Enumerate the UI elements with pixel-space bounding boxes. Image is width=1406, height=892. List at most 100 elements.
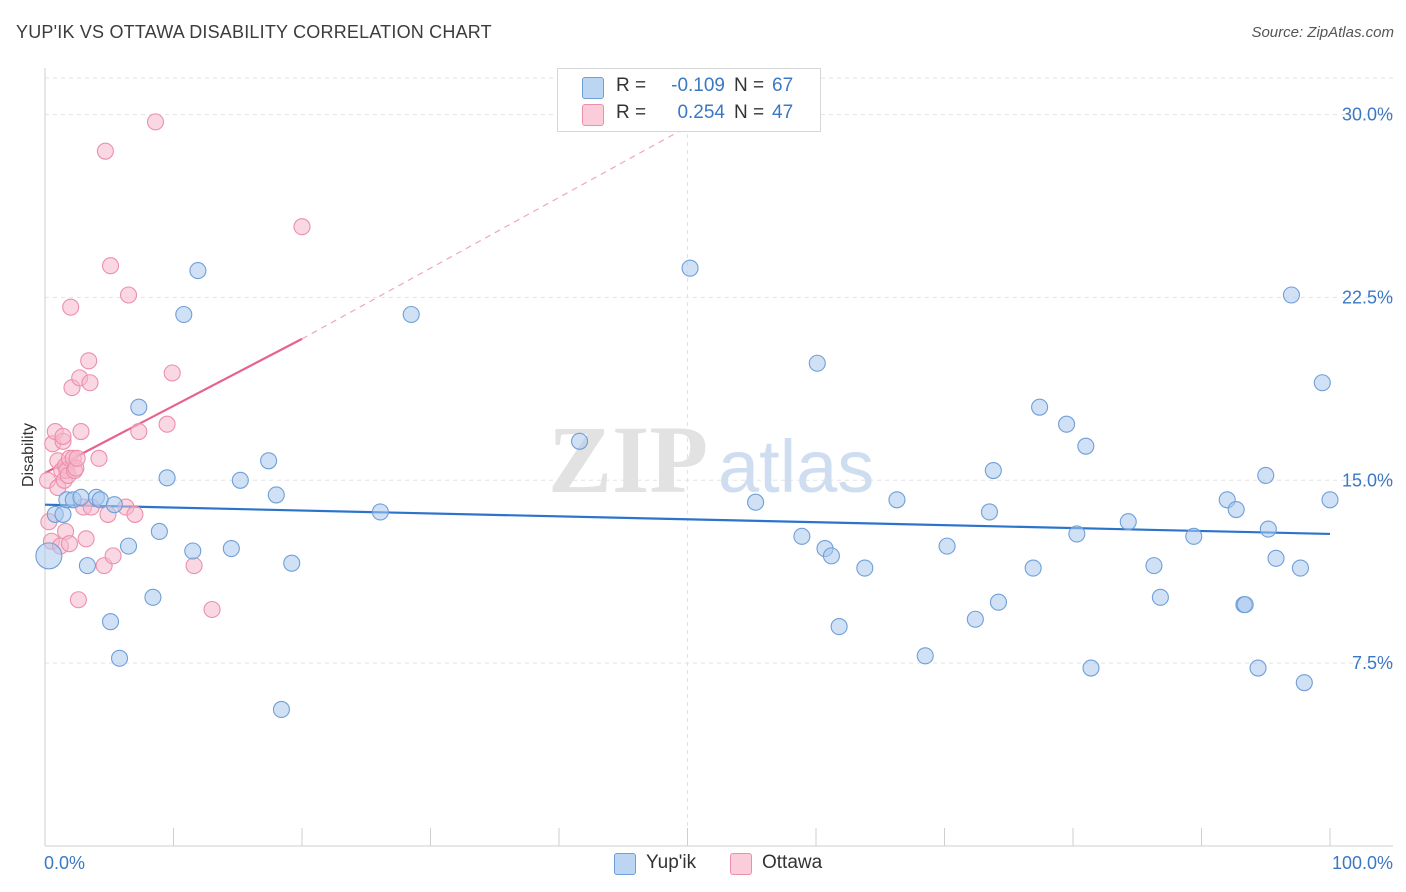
ottawa-point [80, 352, 98, 370]
ottawa-point [68, 449, 86, 467]
watermark-zip: ZIP [548, 406, 708, 513]
yupik-point [1119, 513, 1137, 531]
stats-legend: R = -0.109 N = 67 R = 0.254 N = 47 [557, 68, 821, 132]
ottawa-point [101, 257, 120, 275]
yupik-point [1267, 549, 1285, 567]
legend-r-label: R = [616, 102, 647, 123]
yupik-point [989, 593, 1008, 611]
yupik-point [980, 503, 999, 521]
legend-swatch-blue [614, 853, 636, 875]
yupik-point [371, 503, 389, 521]
y-tick-label: 30.0% [1342, 105, 1393, 125]
y-axis-label: Disability [20, 423, 37, 487]
yupik-point [101, 613, 120, 631]
ottawa-point [81, 374, 99, 392]
ottawa-point [77, 530, 95, 548]
legend-n-label: N = [734, 102, 765, 123]
yupik-point [1185, 527, 1203, 545]
yupik-point [1227, 500, 1245, 519]
chart-title: YUP'IK VS OTTAWA DISABILITY CORRELATION … [16, 22, 492, 42]
points-layer [35, 113, 1339, 719]
watermark-atlas: atlas [718, 425, 874, 508]
x-tick-label: 0.0% [44, 853, 85, 873]
yupik-point [184, 542, 202, 560]
ottawa-point [185, 557, 203, 575]
yupik-point [260, 452, 278, 470]
legend-n-value: 47 [772, 102, 794, 123]
yupik-point [1313, 374, 1331, 392]
x-tick-label: 100.0% [1332, 853, 1393, 873]
trend-layer [44, 126, 1331, 536]
yupik-point [272, 700, 290, 719]
yupik-trend-line [44, 503, 1331, 536]
ottawa-point [130, 422, 148, 441]
yupik-point [175, 305, 193, 324]
legend-r-label: R = [616, 75, 647, 96]
legend-label-yupik: Yup'ik [646, 852, 697, 873]
legend-n-value: 67 [772, 75, 794, 96]
yupik-point [144, 588, 162, 606]
yupik-point [1068, 525, 1086, 543]
yupik-point [78, 557, 96, 575]
yupik-point [283, 554, 301, 572]
ottawa-trend-extension [301, 126, 688, 340]
yupik-point [938, 537, 956, 555]
ottawa-point [60, 535, 78, 553]
yupik-point [856, 559, 874, 577]
yupik-point [1321, 491, 1339, 509]
grid-layer [45, 77, 1393, 846]
ottawa-point [104, 547, 122, 565]
yupik-point [1082, 659, 1100, 677]
yupik-point [150, 522, 168, 541]
yupik-point [158, 469, 176, 487]
ottawa-point [72, 422, 90, 441]
yupik-point [35, 542, 63, 570]
ottawa-point [203, 600, 221, 619]
ottawa-point [69, 591, 87, 609]
ottawa-point [96, 142, 114, 160]
yupik-point [130, 398, 148, 416]
yupik-point [888, 491, 906, 509]
ottawa-point [119, 286, 138, 304]
legend-swatch-pink [582, 104, 604, 126]
yupik-point [1151, 588, 1169, 606]
legend-swatch-blue [582, 77, 604, 99]
yupik-point [1236, 596, 1254, 614]
yupik-point [1291, 559, 1309, 577]
yupik-point [189, 262, 207, 280]
ottawa-point [163, 364, 181, 382]
yupik-point [571, 432, 589, 450]
yupik-point [747, 493, 765, 511]
ottawa-point [62, 298, 80, 316]
yupik-point [267, 486, 285, 504]
yupik-point [1295, 674, 1313, 692]
yupik-point [1249, 659, 1267, 677]
yupik-point [119, 537, 138, 555]
yupik-point [916, 647, 934, 665]
yupik-point [1077, 437, 1095, 455]
yupik-point [984, 461, 1002, 480]
yupik-point [1282, 286, 1300, 304]
yupik-point [54, 505, 72, 523]
yupik-point [91, 491, 109, 509]
yupik-point [966, 610, 984, 628]
ottawa-trend-line [44, 337, 303, 474]
yupik-point [681, 259, 699, 277]
yupik-point [72, 488, 90, 506]
yupik-point [110, 649, 129, 667]
legend-label-ottawa: Ottawa [762, 852, 823, 873]
legend-n-label: N = [734, 75, 765, 96]
ottawa-point [54, 427, 72, 445]
y-tick-label: 15.0% [1342, 470, 1393, 490]
ottawa-point [126, 505, 144, 523]
yupik-point [222, 540, 240, 558]
legend-swatch-pink [730, 853, 752, 875]
yupik-point [231, 471, 249, 489]
yupik-point [1145, 557, 1163, 575]
yupik-point [830, 618, 848, 636]
yupik-point [1259, 520, 1277, 538]
yupik-point [822, 547, 840, 565]
yupik-point [808, 354, 826, 372]
yupik-point [1058, 415, 1076, 433]
